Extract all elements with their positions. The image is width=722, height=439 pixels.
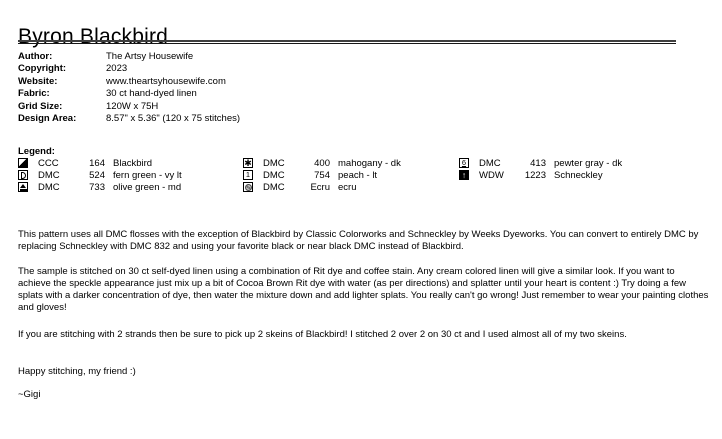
legend-row: DMC 733 olive green - md [18,181,182,193]
meta-value-website: www.theartsyhousewife.com [106,75,226,87]
legend-row: 1 DMC 754 peach - lt [243,169,401,181]
eject-symbol-icon [18,182,28,192]
legend-row: DMC Ecru ecru [243,181,401,193]
floss-brand: DMC [38,181,60,193]
paragraph-fabric-dyeing: The sample is stitched on 30 ct self-dye… [18,265,709,314]
legend-row: DMC 524 fern green - vy lt [18,169,182,181]
floss-brand: DMC [263,169,285,181]
meta-label-design-area: Design Area: [18,113,77,125]
meta-label-grid-size: Grid Size: [18,100,63,112]
meta-row-grid-size: Grid Size: 120W x 75H [18,101,240,113]
floss-brand: DMC [479,157,501,169]
floss-number: 754 [314,169,330,181]
title-divider-rule [18,40,676,44]
legend-row: 6 DMC 413 pewter gray - dk [459,157,622,169]
floss-brand: DMC [263,157,285,169]
floss-name: olive green - md [113,181,182,193]
meta-value-design-area: 8.57" x 5.36" (120 x 75 stitches) [106,113,241,125]
meta-row-website: Website: www.theartsyhousewife.com [18,76,240,88]
floss-name: mahogany - dk [338,157,401,169]
floss-name: Blackbird [113,157,153,169]
meta-value-fabric: 30 ct hand-dyed linen [106,88,197,100]
page-title: Byron Blackbird [18,25,169,49]
floss-brand: DMC [38,169,60,181]
paragraph-skeins-note: If you are stitching with 2 strands then… [18,328,627,340]
pattern-metadata: Author: The Artsy Housewife Copyright: 202… [18,51,240,125]
floss-brand: WDW [479,169,504,181]
legend-row: CCC 164 Blackbird [18,157,182,169]
closing-message: Happy stitching, my friend :) [18,365,136,377]
shaded-circle-icon [243,182,253,192]
floss-number: 400 [314,157,330,169]
half-square-triangle-icon [18,158,28,168]
legend-row: ↑ WDW 1223 Schneckley [459,169,622,181]
legend-row: ✱ DMC 400 mahogany - dk [243,157,401,169]
meta-row-design-area: Design Area: 8.57" x 5.36" (120 x 75 stit… [18,113,240,125]
signature: ~Gigi [18,388,41,400]
digit-one-icon: 1 [243,170,253,180]
floss-name: pewter gray - dk [554,157,623,169]
filled-up-arrow-icon: ↑ [459,170,469,180]
legend-column-1: CCC 164 Blackbird DMC 524 fern green - v… [18,157,182,193]
floss-name: ecru [338,181,357,193]
legend-column-3: 6 DMC 413 pewter gray - dk ↑ WDW 1223 Sc… [459,157,622,181]
floss-number: 413 [530,157,546,169]
meta-label-website: Website: [18,75,58,87]
floss-number: 1223 [524,169,546,181]
floss-brand: DMC [263,181,285,193]
floss-number: 164 [89,157,105,169]
floss-name: fern green - vy lt [113,169,182,181]
meta-value-copyright: 2023 [106,63,128,75]
floss-brand: CCC [38,157,59,169]
meta-row-copyright: Copyright: 2023 [18,63,240,75]
meta-row-author: Author: The Artsy Housewife [18,51,240,63]
meta-value-author: The Artsy Housewife [106,51,194,62]
digit-six-underlined-icon: 6 [459,158,469,168]
paragraph-floss-conversion: This pattern uses all DMC flosses with t… [18,228,699,252]
floss-number: 733 [89,181,105,193]
half-moon-d-icon [18,170,28,180]
legend-column-2: ✱ DMC 400 mahogany - dk 1 DMC 754 peach … [243,157,401,193]
floss-number: 524 [89,169,105,181]
meta-label-author: Author: [18,51,53,62]
floss-name: Schneckley [554,169,603,181]
meta-label-fabric: Fabric: [18,88,50,100]
legend-heading: Legend: [18,146,55,157]
meta-label-copyright: Copyright: [18,63,67,75]
meta-value-grid-size: 120W x 75H [106,100,159,112]
floss-number: Ecru [310,181,330,193]
floss-name: peach - lt [338,169,378,181]
meta-row-fabric: Fabric: 30 ct hand-dyed linen [18,88,240,100]
heavy-asterisk-icon: ✱ [243,158,253,168]
